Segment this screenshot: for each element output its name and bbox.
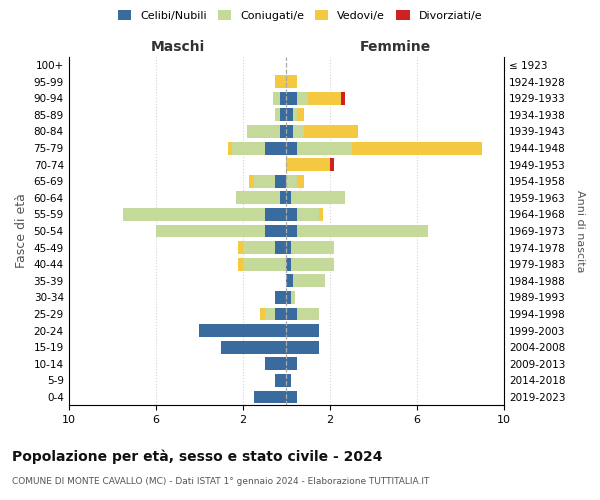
Bar — [286, 291, 290, 304]
Text: COMUNE DI MONTE CAVALLO (MC) - Dati ISTAT 1° gennaio 2024 - Elaborazione TUTTITA: COMUNE DI MONTE CAVALLO (MC) - Dati ISTA… — [12, 478, 430, 486]
Bar — [265, 358, 286, 370]
Bar — [293, 125, 304, 138]
Bar — [297, 108, 304, 122]
Bar — [243, 241, 275, 254]
Bar — [286, 258, 290, 270]
Bar — [330, 158, 334, 171]
Bar — [286, 390, 297, 404]
Bar — [290, 241, 334, 254]
Bar — [286, 374, 290, 387]
Bar — [286, 92, 297, 104]
Bar — [286, 358, 297, 370]
Bar — [286, 158, 330, 171]
Bar — [238, 258, 243, 270]
Bar — [254, 390, 286, 404]
Bar — [290, 192, 345, 204]
Bar — [286, 324, 319, 337]
Bar — [286, 75, 297, 88]
Text: Popolazione per età, sesso e stato civile - 2024: Popolazione per età, sesso e stato civil… — [12, 450, 383, 464]
Bar — [260, 308, 265, 320]
Bar — [275, 175, 286, 188]
Bar — [286, 192, 290, 204]
Bar — [265, 208, 286, 221]
Bar — [250, 175, 254, 188]
Bar — [286, 274, 293, 287]
Bar — [297, 175, 304, 188]
Bar — [221, 340, 286, 353]
Bar — [297, 208, 319, 221]
Bar — [341, 92, 345, 104]
Bar — [319, 208, 323, 221]
Bar — [293, 108, 297, 122]
Bar — [352, 142, 482, 154]
Bar — [254, 175, 275, 188]
Bar — [286, 208, 297, 221]
Bar — [286, 340, 319, 353]
Legend: Celibi/Nubili, Coniugati/e, Vedovi/e, Divorziati/e: Celibi/Nubili, Coniugati/e, Vedovi/e, Di… — [113, 6, 487, 25]
Bar — [238, 241, 243, 254]
Bar — [297, 92, 308, 104]
Bar — [286, 175, 297, 188]
Y-axis label: Fasce di età: Fasce di età — [15, 194, 28, 268]
Bar — [265, 224, 286, 237]
Bar — [293, 274, 325, 287]
Bar — [227, 142, 232, 154]
Bar — [275, 291, 286, 304]
Text: Maschi: Maschi — [151, 40, 205, 54]
Bar — [265, 308, 275, 320]
Bar — [280, 192, 286, 204]
Bar — [247, 125, 280, 138]
Bar — [273, 92, 280, 104]
Bar — [275, 108, 280, 122]
Bar — [308, 92, 341, 104]
Bar — [286, 125, 293, 138]
Bar — [275, 241, 286, 254]
Bar — [280, 92, 286, 104]
Bar — [286, 142, 297, 154]
Bar — [236, 192, 280, 204]
Bar — [275, 308, 286, 320]
Text: Femmine: Femmine — [359, 40, 431, 54]
Bar — [297, 224, 428, 237]
Bar — [290, 258, 334, 270]
Bar — [199, 324, 286, 337]
Bar — [280, 125, 286, 138]
Bar — [286, 308, 297, 320]
Bar — [156, 224, 265, 237]
Bar — [280, 108, 286, 122]
Bar — [275, 374, 286, 387]
Bar — [123, 208, 265, 221]
Bar — [297, 142, 352, 154]
Bar — [304, 125, 358, 138]
Bar — [232, 142, 265, 154]
Bar — [286, 241, 290, 254]
Bar — [286, 224, 297, 237]
Bar — [290, 291, 295, 304]
Bar — [297, 308, 319, 320]
Y-axis label: Anni di nascita: Anni di nascita — [575, 190, 585, 272]
Bar — [265, 142, 286, 154]
Bar — [286, 108, 293, 122]
Bar — [275, 75, 286, 88]
Bar — [243, 258, 286, 270]
